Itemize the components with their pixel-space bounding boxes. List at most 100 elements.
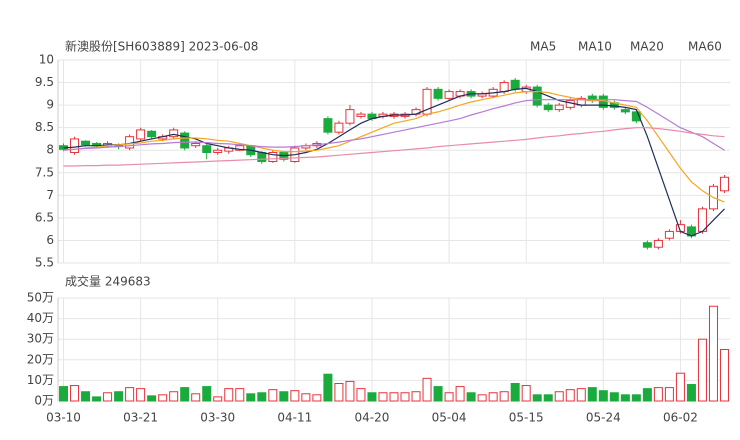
candle-body (499, 82, 509, 93)
volume-bar (59, 386, 69, 402)
volume-bar (268, 389, 278, 402)
volume-bar (521, 385, 531, 402)
y-tick-label: 8.5 (35, 120, 54, 134)
candle-body (620, 109, 630, 113)
candle-body (631, 111, 641, 122)
volume-bar (147, 395, 157, 402)
candle-body (169, 129, 179, 138)
volume-bar (576, 388, 586, 402)
volume-bar (389, 392, 399, 402)
volume-bar (631, 394, 641, 402)
volume-bar (653, 387, 663, 402)
x-tick-label: 06-02 (663, 411, 698, 425)
volume-bar (367, 392, 377, 402)
volume-bar (191, 393, 201, 402)
volume-bar (279, 391, 289, 402)
volume-bar (543, 394, 553, 402)
ma-line (63, 127, 725, 167)
y-tick-label: 7.5 (35, 165, 54, 179)
volume-bar (345, 380, 355, 402)
volume-bar (565, 389, 575, 402)
volume-bar (499, 391, 509, 402)
volume-bar (532, 394, 542, 402)
legend-label: MA20 (630, 40, 664, 54)
x-tick-label: 03-10 (46, 411, 81, 425)
volume-bar (180, 387, 190, 402)
ma-line (63, 99, 725, 151)
candle-body (191, 142, 201, 147)
y-tick-label: 10 (39, 53, 54, 67)
y-tick-label: 20万 (27, 352, 54, 366)
volume-bar (290, 390, 300, 402)
volume-bar (136, 388, 146, 402)
candle-body (136, 129, 146, 140)
candle-body (235, 145, 245, 151)
y-tick-label: 5.5 (35, 256, 54, 270)
x-tick-label: 03-21 (123, 411, 158, 425)
x-tick-label: 04-20 (355, 411, 390, 425)
volume-bar (620, 394, 630, 402)
volume-bar (323, 373, 333, 402)
volume-bar (719, 349, 729, 402)
volume-bar (708, 305, 718, 402)
volume-bar (158, 394, 168, 402)
candle-body (202, 145, 212, 153)
candle-body (213, 149, 223, 153)
candle-body (257, 151, 267, 163)
volume-bar (664, 387, 674, 402)
candle-body (543, 104, 553, 111)
y-tick-label: 7 (46, 188, 54, 202)
volume-bar (686, 384, 696, 402)
volume-bar (642, 388, 652, 402)
y-tick-label: 40万 (27, 311, 54, 325)
volume-bar (554, 391, 564, 402)
volume-bar (510, 382, 520, 402)
candle-body (444, 91, 454, 99)
volume-bar (400, 392, 410, 402)
volume-bar (356, 388, 366, 402)
volume-bar (444, 392, 454, 402)
y-tick-label: 8 (46, 143, 54, 157)
volume-bar (697, 338, 707, 402)
volume-bar (598, 390, 608, 402)
volume-bar (246, 393, 256, 402)
candle-body (554, 104, 564, 111)
volume-bar (103, 392, 113, 402)
volume-bar (411, 391, 421, 402)
y-tick-label: 30万 (27, 332, 54, 346)
volume-bar (92, 396, 102, 402)
y-tick-label: 10万 (27, 373, 54, 387)
candle-body (719, 176, 729, 192)
candle-body (334, 122, 344, 133)
candle-body (268, 151, 278, 163)
ma-line (63, 87, 725, 237)
candle-body (70, 138, 80, 153)
volume-bar (257, 392, 267, 402)
volume-bar (202, 386, 212, 402)
legend-label: MA10 (578, 40, 612, 54)
volume-bar (433, 386, 443, 402)
x-tick-label: 05-24 (586, 411, 621, 425)
candle-body (345, 109, 355, 124)
candle-body (356, 113, 366, 117)
volume-bar (422, 377, 432, 402)
legend-label: MA5 (530, 40, 556, 54)
candle-body (510, 79, 520, 90)
x-tick-label: 05-04 (432, 411, 467, 425)
volume-bar (675, 372, 685, 402)
volume-bar (488, 392, 498, 402)
y-tick-label: 0万 (34, 394, 54, 408)
y-tick-label: 50万 (27, 291, 54, 305)
volume-bar (169, 391, 179, 402)
y-tick-label: 9 (46, 98, 54, 112)
legend-label: MA60 (688, 40, 722, 54)
ma-line (63, 91, 725, 203)
volume-bar (587, 387, 597, 402)
candle-body (532, 86, 542, 106)
y-tick-label: 6 (46, 233, 54, 247)
volume-bar (114, 391, 124, 402)
volume-bar (213, 396, 223, 402)
volume-title: 成交量 249683 (65, 274, 151, 289)
y-tick-label: 9.5 (35, 75, 54, 89)
